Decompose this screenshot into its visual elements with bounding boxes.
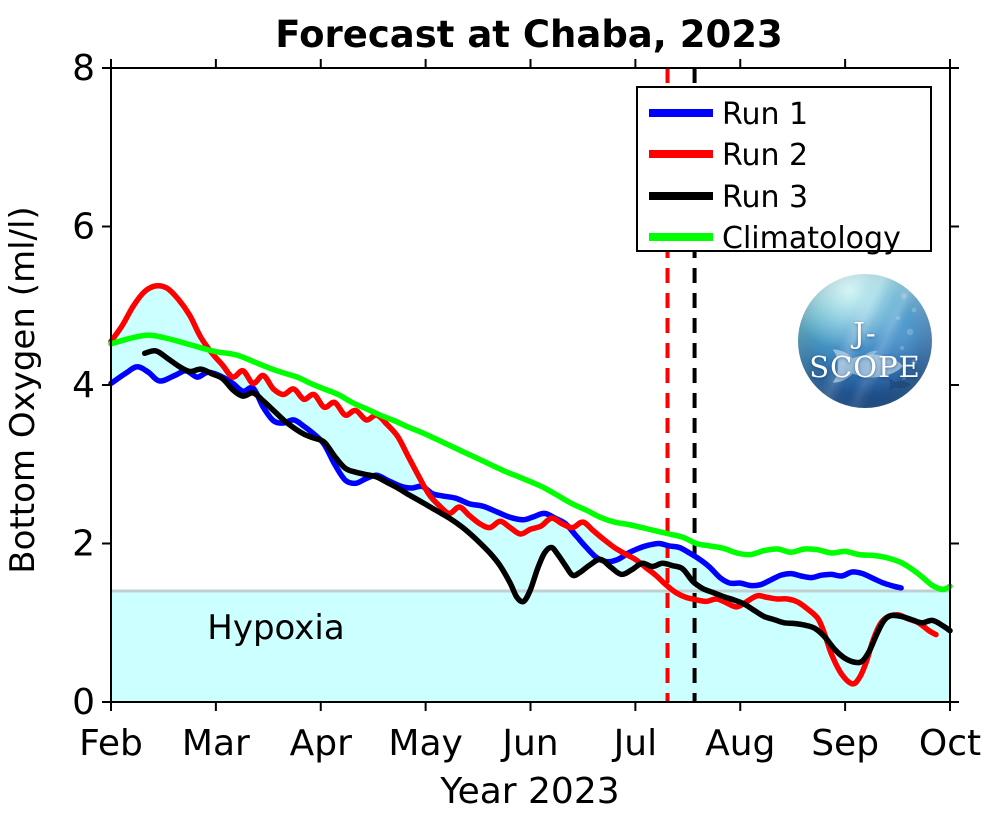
hypoxia-label: Hypoxia [207,608,344,648]
legend-label-climatology: Climatology [722,221,901,256]
x-tick-label: Mar [182,723,250,764]
legend-label-run-1: Run 1 [722,97,808,132]
y-tick-label: 6 [72,207,95,248]
y-tick-label: 0 [72,682,95,723]
legend-label-run-2: Run 2 [722,138,808,173]
series-line-run-1 [108,364,904,591]
x-tick-label: Jul [612,723,657,764]
legend: Run 1 Run 2 Run 3 Climatology [636,86,932,256]
x-tick-label: Sep [811,723,879,764]
y-tick-label: 2 [72,524,95,565]
legend-label-run-3: Run 3 [722,180,808,215]
fish-icon [832,349,904,383]
y-axis-label: Bottom Oxygen (ml/l) [3,206,43,573]
bubbles-decoration [896,293,917,380]
ensemble-envelope [111,285,902,683]
chart-title: Forecast at Chaba, 2023 [275,13,782,56]
y-tick-label: 4 [72,365,95,406]
x-tick-label: Aug [705,723,775,764]
series-line-run-3 [141,348,953,666]
axes: Feb Mar Apr May Jun Jul Aug Sep Oct 0 2 4 6 8 [72,48,981,764]
x-tick-label: Jun [500,723,558,764]
x-tick-label: Oct [919,723,981,764]
series-line-climatology [108,332,953,593]
x-axis-label: Year 2023 [439,771,619,812]
series-line-run-2 [108,283,939,687]
x-tick-label: Apr [290,723,352,764]
jscope-logo-text: J-SCOPE [809,316,921,384]
jscope-logo: J-SCOPE [798,274,932,408]
small-fish-icon [888,379,911,390]
x-tick-label: Feb [79,723,143,764]
y-tick-label: 8 [72,48,95,89]
x-tick-label: May [388,723,462,764]
